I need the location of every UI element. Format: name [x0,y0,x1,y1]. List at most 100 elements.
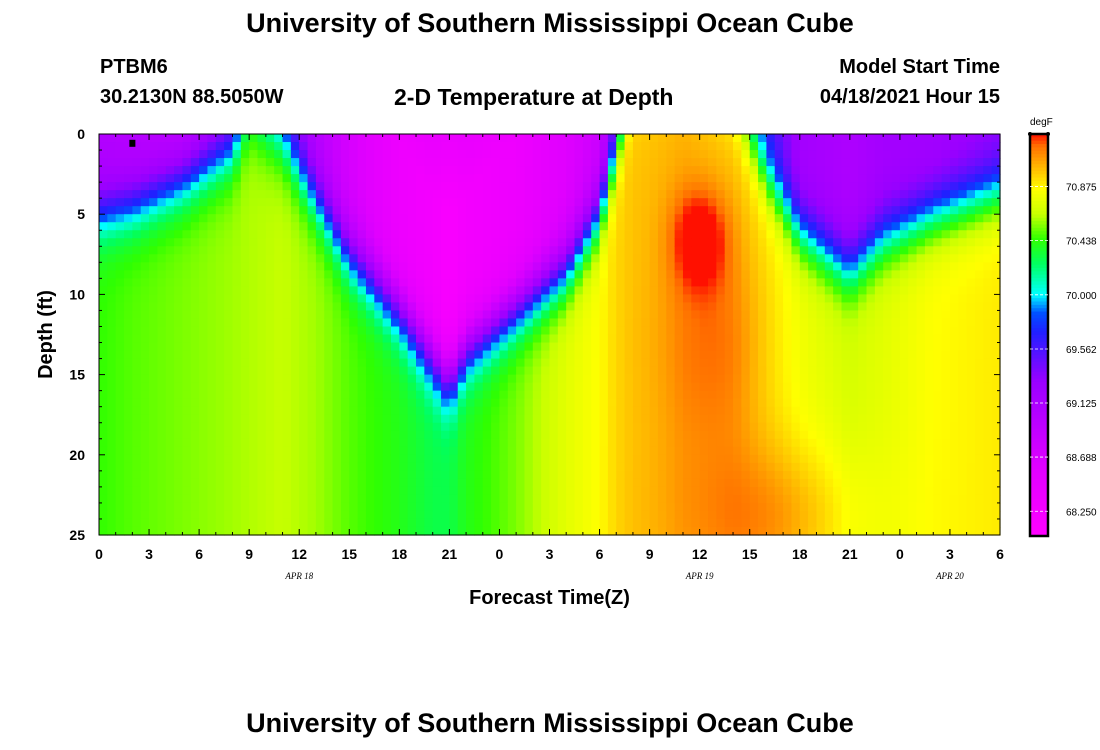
heatmap-cell [632,166,642,175]
heatmap-cell [499,342,509,352]
heatmap-cell [149,430,158,440]
heatmap-cell [207,246,217,255]
heatmap-cell [724,382,734,392]
heatmap-cell [708,214,717,223]
heatmap-cell [265,278,275,287]
heatmap-cell [299,230,309,239]
heatmap-cell [416,438,425,448]
heatmap-cell [824,238,834,247]
heatmap-cell [491,278,501,287]
heatmap-cell [315,390,325,400]
heatmap-cell [616,302,626,312]
heatmap-cell [432,270,442,279]
heatmap-cell [874,198,884,207]
heatmap-cell [274,374,284,384]
heatmap-cell [507,430,517,440]
heatmap-cell [449,518,459,528]
heatmap-cell [365,270,375,279]
heatmap-cell [124,286,133,295]
heatmap-cell [908,366,918,376]
heatmap-cell [441,438,450,448]
heatmap-cell [449,462,459,472]
heatmap-cell [549,518,559,528]
heatmap-cell [682,286,692,295]
heatmap-cell [582,206,592,215]
heatmap-cell [624,358,634,368]
heatmap-cell [432,294,442,304]
heatmap-cell [207,262,217,271]
heatmap-cell [349,190,359,199]
heatmap-cell [249,494,259,504]
heatmap-cell [399,214,409,223]
heatmap-cell [357,222,367,231]
heatmap-cell [441,302,450,312]
heatmap-cell [432,430,442,440]
heatmap-cell [616,174,626,183]
heatmap-cell [657,214,667,223]
heatmap-cell [599,518,609,528]
heatmap-cell [541,294,551,304]
heatmap-cell [265,254,275,263]
heatmap-cell [649,510,659,520]
heatmap-cell [657,254,667,263]
heatmap-cell [758,406,767,416]
heatmap-cell [365,214,375,223]
heatmap-cell [557,214,567,223]
heatmap-cell [766,374,776,384]
heatmap-cell [299,422,309,432]
heatmap-cell [149,486,158,496]
heatmap-cell [349,262,359,271]
heatmap-cell [549,502,559,512]
heatmap-cell [749,494,759,504]
heatmap-cell [357,510,367,520]
heatmap-cell [215,366,225,376]
heatmap-cell [733,158,742,167]
heatmap-cell [199,438,209,448]
heatmap-cell [224,166,234,175]
heatmap-cell [741,342,751,352]
heatmap-cell [349,158,359,167]
heatmap-cell [399,382,409,392]
heatmap-cell [582,478,592,488]
heatmap-cell [299,486,309,496]
heatmap-cell [616,494,626,504]
heatmap-cell [874,182,884,191]
heatmap-cell [557,246,567,255]
heatmap-cell [466,526,476,536]
heatmap-cell [207,270,217,279]
heatmap-cell [883,486,893,496]
heatmap-cell [582,182,592,191]
heatmap-cell [307,350,317,360]
heatmap-cell [441,294,450,304]
heatmap-cell [399,262,409,271]
heatmap-cell [265,438,275,448]
heatmap-cell [874,294,884,304]
heatmap-cell [858,318,868,328]
heatmap-cell [107,390,117,400]
heatmap-cell [924,246,934,255]
heatmap-cell [716,414,726,424]
heatmap-cell [407,470,417,480]
heatmap-cell [582,446,592,456]
heatmap-cell [340,206,350,215]
heatmap-cell [849,334,859,344]
heatmap-cell [691,286,701,295]
heatmap-cell [924,318,934,328]
heatmap-cell [691,342,701,352]
heatmap-cell [783,390,793,400]
heatmap-cell [457,182,467,191]
heatmap-cell [516,182,526,191]
heatmap-cell [524,358,534,368]
heatmap-cell [299,526,309,536]
heatmap-cell [916,134,926,143]
heatmap-cell [758,366,767,376]
heatmap-cell [691,214,701,223]
heatmap-cell [399,134,409,143]
heatmap-cell [691,406,701,416]
heatmap-cell [758,158,767,167]
heatmap-cell [866,422,876,432]
heatmap-cell [140,398,150,408]
heatmap-cell [299,510,309,520]
heatmap-cell [557,286,567,295]
